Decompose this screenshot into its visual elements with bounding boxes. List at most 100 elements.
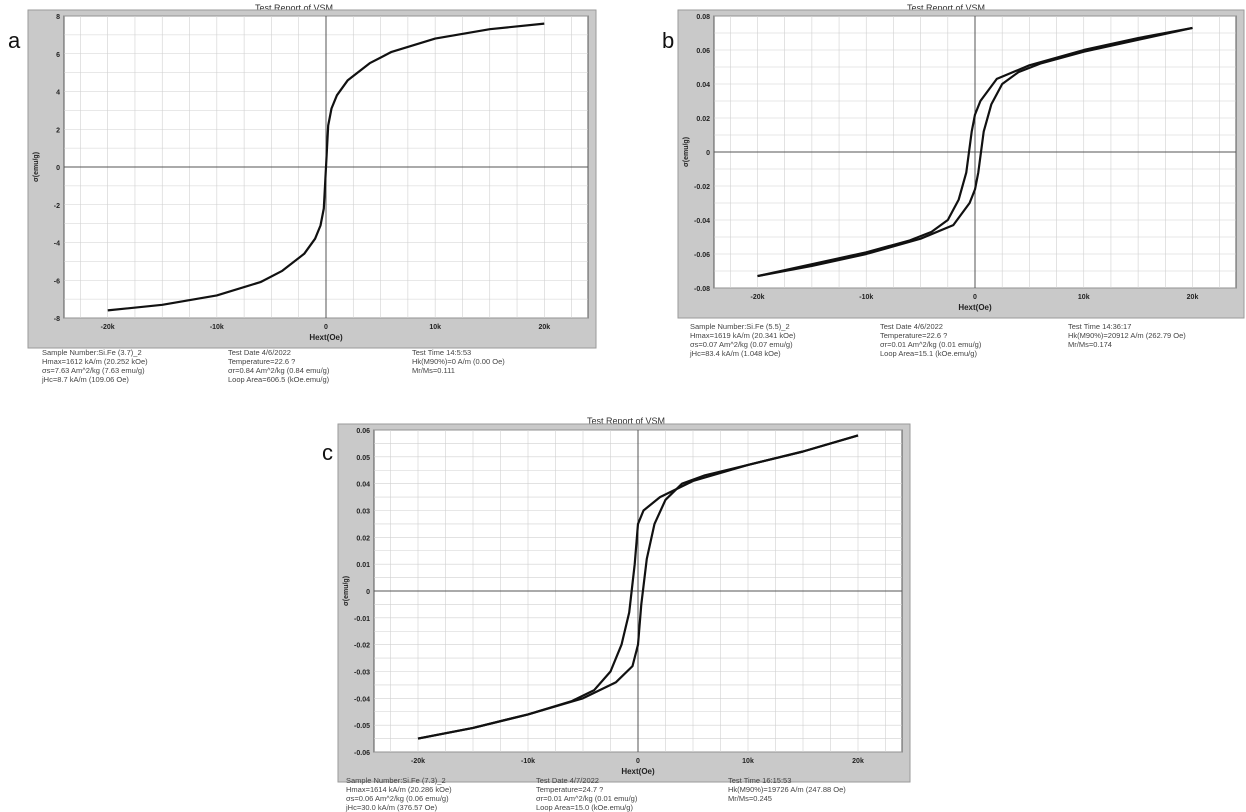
info-c-col2-line: σr=0.01 Am^2/kg (0.01 emu/g) [536, 794, 638, 803]
chart-b: -0.08 -0.06 -0.04 -0.02 0 0.02 0.04 0.06 0.08 -20… [677, 9, 1245, 319]
series-line-1 [757, 26, 1193, 278]
chart-title-a: Test Report of VSM [254, 3, 334, 13]
x-tick-label: 10k [1078, 294, 1090, 301]
info-a-col3-line: Mr/Ms=0.111 [412, 366, 455, 375]
info-a-col2-line: Temperature=22.6 ? [228, 357, 296, 366]
y-tick-label: -0.06 [694, 252, 710, 259]
y-tick-label: 4 [56, 90, 60, 97]
y-tick-label: -0.08 [694, 286, 710, 293]
y-tick-label: 0.04 [696, 82, 710, 89]
y-tick-label: -0.02 [354, 643, 370, 650]
info-b-col2-line: Loop Area=15.1 (kOe.emu/g) [880, 349, 977, 358]
y-tick-label: -4 [54, 241, 60, 248]
chart-title-b: Test Report of VSM [906, 3, 986, 13]
x-tick-label: 0 [324, 324, 328, 331]
info-b-col2-line: Test Date 4/6/2022 [880, 322, 943, 331]
chart-title-c: Test Report of VSM [586, 416, 666, 426]
info-a-col2-line: Loop Area=606.5 (kOe.emu/g) [228, 375, 330, 384]
y-tick-label: 0 [56, 165, 60, 172]
y-tick-label: -0.03 [354, 670, 370, 677]
info-b-col1-line: Hmax=1619 kA/m (20.341 kOe) [690, 331, 796, 340]
x-axis-label: Hext(Oe) [621, 767, 655, 776]
info-b-col2-line: σr=0.01 Am^2/kg (0.01 emu/g) [880, 340, 982, 349]
x-tick-label: -20k [411, 758, 425, 765]
info-b-col3-line: Mr/Ms=0.174 [1068, 340, 1112, 349]
info-c-col2-line: Temperature=24.7 ? [536, 785, 604, 794]
x-tick-label: 20k [1187, 294, 1199, 301]
y-tick-label: 0.02 [696, 116, 710, 123]
x-axis-label: Hext(Oe) [958, 303, 992, 312]
y-tick-label: 6 [56, 52, 60, 59]
info-a-col1-line: jHc=8.7 kA/m (109.06 Oe) [42, 375, 129, 384]
panel-letter-c: c [322, 440, 333, 465]
info-a-col3-line: Test Time 14:5:53 [412, 348, 472, 357]
y-tick-label: 0 [706, 150, 710, 157]
panel-letter-a: a [8, 28, 21, 53]
y-tick-label: 0.06 [356, 428, 370, 435]
y-tick-label: 2 [56, 127, 60, 134]
info-c: Sample Number:Si.Fe (7.3)_2 Hmax=1614 kA… [346, 776, 846, 812]
x-tick-label: -10k [859, 294, 873, 301]
panel-letter-b: b [662, 28, 675, 53]
y-axis-label: σ(emu/g) [683, 137, 690, 167]
y-tick-label: -2 [54, 203, 60, 210]
x-tick-label: 20k [538, 324, 550, 331]
y-tick-label: -8 [54, 316, 60, 323]
info-c-col3-line: Hk(M90%)=19726 A/m (247.88 Oe) [728, 785, 846, 794]
info-a-col1-line: σs=7.63 Am^2/kg (7.63 emu/g) [42, 366, 145, 375]
info-b-col1-line: Sample Number:Si.Fe (5.5)_2 [690, 322, 790, 331]
y-tick-label: 0.06 [696, 48, 710, 55]
info-c-col1-line: Hmax=1614 kA/m (20.286 kOe) [346, 785, 452, 794]
y-tick-label: 0.08 [696, 14, 710, 21]
x-tick-label: 10k [429, 324, 441, 331]
info-b-col1-line: σs=0.07 Am^2/kg (0.07 emu/g) [690, 340, 793, 349]
x-tick-label: 10k [742, 758, 754, 765]
y-tick-label: -0.01 [354, 616, 370, 623]
x-tick-label: -20k [750, 294, 764, 301]
series-line-2 [757, 26, 1193, 278]
y-tick-label: -0.05 [354, 723, 370, 730]
y-tick-label: 0.04 [356, 482, 370, 489]
info-b-col3-line: Test Time 14:36:17 [1068, 322, 1132, 331]
chart-c: -0.06 -0.05 -0.04 -0.03 -0.02 -0.01 0 0.01 0.02 0… [337, 423, 911, 783]
info-a-col2-line: Test Date 4/6/2022 [228, 348, 291, 357]
info-b-col3-line: Hk(M90%)=20912 A/m (262.79 Oe) [1068, 331, 1186, 340]
x-tick-label: 20k [852, 758, 864, 765]
info-c-col1-line: σs=0.06 Am^2/kg (0.06 emu/g) [346, 794, 449, 803]
x-tick-label: -10k [210, 324, 224, 331]
info-a-col1-line: Hmax=1612 kA/m (20.252 kOe) [42, 357, 148, 366]
y-tick-label: 0 [366, 589, 370, 596]
info-c-col3-line: Mr/Ms=0.245 [728, 794, 772, 803]
series-line-1 [107, 22, 545, 312]
info-c-col2-line: Test Date 4/7/2022 [536, 776, 599, 785]
x-tick-label: -20k [101, 324, 115, 331]
y-tick-label: -6 [54, 278, 60, 285]
x-tick-label: 0 [973, 294, 977, 301]
info-c-col2-line: Loop Area=15.0 (kOe.emu/g) [536, 803, 633, 812]
y-tick-label: 0.01 [356, 562, 370, 569]
chart-a: -8 -6 -4 -2 0 2 4 6 8 -20k -10k 0 10k 20k Hext(Oe) σ(em… [27, 9, 597, 349]
y-axis-label: σ(emu/g) [33, 152, 40, 182]
info-a-col3-line: Hk(M90%)=0 A/m (0.00 Oe) [412, 357, 505, 366]
y-tick-label: 0.03 [356, 509, 370, 516]
y-tick-label: 8 [56, 14, 60, 21]
y-tick-label: -0.04 [354, 696, 370, 703]
y-tick-label: -0.06 [354, 750, 370, 757]
info-c-col3-line: Test Time 16:15:53 [728, 776, 792, 785]
y-tick-label: -0.02 [694, 184, 710, 191]
series-line-2 [417, 434, 859, 740]
info-a-col1-line: Sample Number:Si.Fe (3.7)_2 [42, 348, 142, 357]
y-tick-label: -0.04 [694, 218, 710, 225]
x-tick-label: 0 [636, 758, 640, 765]
info-c-col1-line: Sample Number:Si.Fe (7.3)_2 [346, 776, 446, 785]
info-c-col1-line: jHc=30.0 kA/m (376.57 Oe) [346, 803, 438, 812]
y-tick-label: 0.02 [356, 535, 370, 542]
y-axis-label: σ(emu/g) [343, 576, 350, 606]
info-b: Sample Number:Si.Fe (5.5)_2 Hmax=1619 kA… [690, 322, 1186, 358]
info-b-col2-line: Temperature=22.6 ? [880, 331, 948, 340]
x-tick-label: -10k [521, 758, 535, 765]
info-b-col1-line: jHc=83.4 kA/m (1.048 kOe) [690, 349, 781, 358]
info-a-col2-line: σr=0.84 Am^2/kg (0.84 emu/g) [228, 366, 330, 375]
y-tick-label: 0.05 [356, 455, 370, 462]
info-a: Sample Number:Si.Fe (3.7)_2 Hmax=1612 kA… [42, 348, 505, 384]
